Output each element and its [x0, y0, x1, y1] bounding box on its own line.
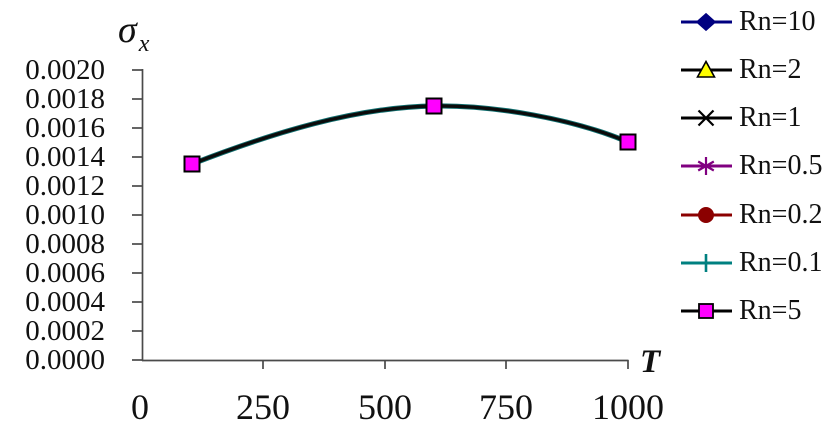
diamond-marker-icon	[695, 12, 717, 32]
legend-keys	[681, 12, 732, 319]
y-tick-label-0.0002: 0.0002	[25, 315, 105, 347]
series-curve-underlay	[189, 103, 631, 167]
legend-label-rn02: Rn=0.2	[739, 199, 823, 230]
x-marker-icon	[697, 109, 715, 127]
x-tick-label-1000: 1000	[592, 387, 664, 427]
y-tick-label-0.0020: 0.0020	[25, 54, 105, 86]
y-axis-symbol: σ	[118, 9, 137, 51]
legend-label-rn05: Rn=0.5	[739, 150, 823, 181]
square-marker-icon	[698, 303, 714, 319]
plus-marker-icon	[697, 254, 715, 272]
y-tick-label-0.0010: 0.0010	[25, 199, 105, 231]
data-marker-square-3	[619, 133, 637, 151]
asterisk-marker-icon	[697, 157, 715, 175]
x-tick-label-750: 750	[479, 387, 533, 427]
data-marker-square-2	[425, 97, 443, 115]
y-tick-label-0.0000: 0.0000	[25, 344, 105, 376]
x-tick-label-250: 250	[236, 387, 290, 427]
y-axis-subscript: x	[138, 31, 150, 57]
series-curve	[190, 104, 630, 166]
legend-label-rn01: Rn=0.1	[739, 247, 823, 278]
legend-label-rn2: Rn=2	[739, 54, 802, 85]
legend-label-rn1: Rn=1	[739, 102, 802, 133]
legend-label-rn5: Rn=5	[739, 295, 802, 326]
y-tick-label-0.0012: 0.0012	[25, 170, 105, 202]
y-tick-marks	[132, 69, 142, 361]
y-tick-label-0.0018: 0.0018	[25, 83, 105, 115]
x-axis-title: T	[640, 344, 661, 380]
y-tick-label-0.0008: 0.0008	[25, 228, 105, 260]
y-tick-label-0.0016: 0.0016	[25, 112, 105, 144]
y-tick-label-0.0014: 0.0014	[25, 141, 105, 173]
y-tick-label-0.0006: 0.0006	[25, 257, 105, 289]
y-axis-title: σx	[118, 8, 149, 57]
triangle-marker-icon	[696, 59, 716, 78]
circle-marker-icon	[698, 207, 714, 223]
x-tick-label-0: 0	[131, 387, 149, 427]
legend-label-rn10: Rn=10	[739, 6, 816, 37]
x-tick-marks	[262, 360, 629, 369]
x-tick-label-500: 500	[358, 387, 412, 427]
data-marker-square-1	[183, 155, 201, 173]
y-tick-label-0.0004: 0.0004	[25, 286, 105, 318]
